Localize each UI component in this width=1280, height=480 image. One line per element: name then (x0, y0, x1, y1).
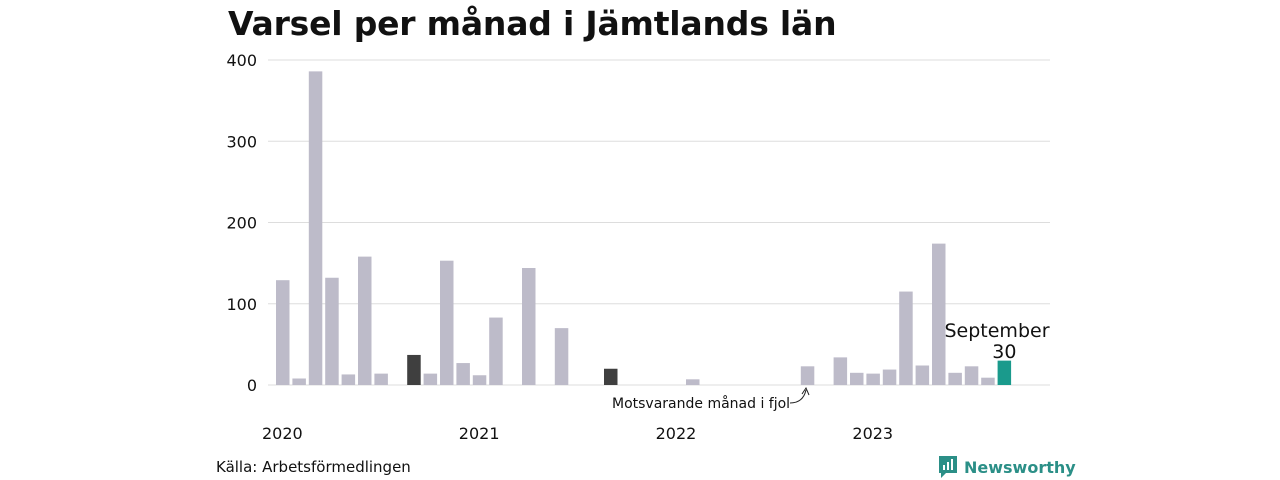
y-tick-label: 200 (226, 214, 257, 233)
x-tick-label: 2020 (262, 424, 303, 443)
bar (899, 291, 913, 385)
bar (932, 243, 946, 385)
bar (882, 369, 897, 385)
bars (276, 71, 1012, 385)
bar (440, 260, 454, 385)
bar (604, 368, 618, 385)
x-tick-label: 2023 (852, 424, 893, 443)
y-axis: 0 100 200 300 400 (226, 51, 257, 395)
annotation-arrow (789, 389, 807, 404)
y-tick-label: 0 (247, 376, 257, 395)
bar (915, 365, 930, 385)
bar (866, 373, 880, 385)
y-tick-label: 300 (226, 132, 257, 151)
bar (948, 372, 962, 385)
x-tick-label: 2021 (459, 424, 500, 443)
bar (423, 373, 438, 385)
bar (276, 280, 290, 385)
bar (374, 373, 388, 385)
bar (981, 377, 995, 385)
bar (341, 374, 356, 385)
newsworthy-icon (939, 456, 957, 478)
previous-year-annotation: Motsvarande månad i fjol (612, 395, 790, 412)
bar (456, 363, 470, 385)
brand-logo: Newsworthy (938, 455, 1076, 479)
bar (308, 71, 323, 385)
bar (407, 354, 421, 385)
x-tick-label: 2022 (656, 424, 697, 443)
highlight-value-label: 30 (992, 341, 1016, 363)
bar (686, 379, 700, 385)
bar (292, 378, 306, 385)
bar (800, 366, 815, 385)
bar (997, 360, 1012, 385)
bar (325, 277, 339, 385)
bar (554, 328, 569, 385)
x-axis: 2020 2021 2022 2023 (262, 424, 893, 443)
highlight-month-label: September (944, 320, 1049, 342)
bar (472, 375, 487, 385)
bar (964, 366, 979, 385)
bar (522, 268, 536, 385)
bar (850, 372, 864, 385)
bar (833, 357, 848, 385)
y-tick-label: 400 (226, 51, 257, 70)
annotation-arrowhead (801, 386, 810, 396)
bar (489, 317, 503, 385)
source-note: Källa: Arbetsförmedlingen (216, 458, 411, 476)
brand-name: Newsworthy (964, 457, 1076, 477)
chart-title: Varsel per månad i Jämtlands län (228, 4, 837, 43)
bar (358, 256, 372, 385)
y-tick-label: 100 (226, 295, 257, 314)
